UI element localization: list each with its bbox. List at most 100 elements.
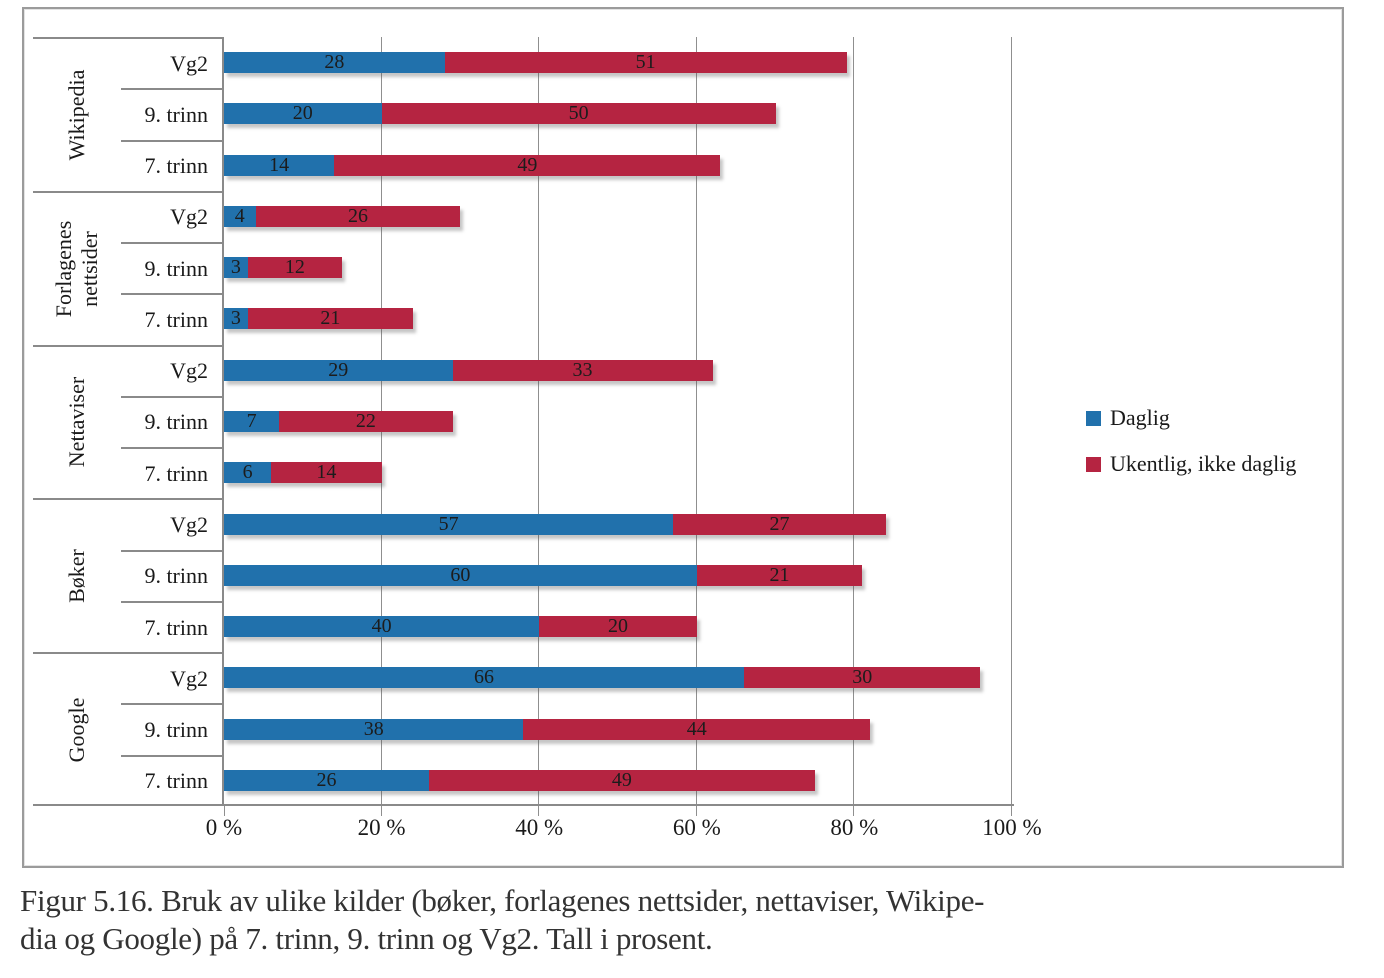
gridline-80% xyxy=(853,37,855,806)
row-label: 7. trinn xyxy=(121,293,222,344)
bar-value-label: 20 xyxy=(607,615,628,638)
group-b-ker: Bøker Vg2 9. trinn 7. trinn xyxy=(33,498,222,652)
bar-value-label: 29 xyxy=(328,358,349,381)
bar-row: 28 51 xyxy=(224,37,1012,88)
stacked-bar: 66 30 xyxy=(224,666,981,689)
bar-segment-daglig: 38 xyxy=(224,718,524,740)
bar-row: 38 44 xyxy=(224,703,1012,754)
bar-segment-ukentlig: 21 xyxy=(247,307,414,330)
caption-line-1: Figur 5.16. Bruk av ulike kilder (bøker,… xyxy=(20,883,985,918)
bar-value-label: 50 xyxy=(568,102,589,125)
bar-value-label: 26 xyxy=(316,768,337,791)
x-axis-tick-labels: 0 % 20 % 40 % 60 % 80 % 100 % xyxy=(206,815,1042,845)
stacked-bar: 6 14 xyxy=(224,461,382,484)
bar-segment-ukentlig: 14 xyxy=(271,461,382,484)
bar-segment-ukentlig: 12 xyxy=(247,256,343,279)
row-label: 9. trinn xyxy=(121,242,222,293)
bar-segment-ukentlig: 33 xyxy=(452,359,713,381)
rows-column: Vg2 9. trinn 7. trinn xyxy=(121,654,222,806)
rows-column: Vg2 9. trinn 7. trinn xyxy=(121,347,222,499)
row-label: Vg2 xyxy=(170,50,208,76)
group-nettaviser: Nettaviser Vg2 9. trinn 7. trinn xyxy=(33,344,222,499)
bar-row: 66 30 xyxy=(224,652,1012,703)
caption-line-2: dia og Google) på 7. trinn, 9. trinn og … xyxy=(20,921,713,956)
stacked-bar: 3 21 xyxy=(224,307,414,330)
group-label: Bøker xyxy=(64,549,89,604)
axis-tick-0 xyxy=(224,806,225,816)
legend-item-daglig: Daglig xyxy=(1086,405,1296,431)
bar-value-label: 22 xyxy=(355,409,376,432)
bar-value-label: 3 xyxy=(230,307,241,330)
bar-value-label: 26 xyxy=(347,204,368,227)
bar-value-label: 14 xyxy=(269,153,290,176)
bar-value-label: 21 xyxy=(320,307,341,330)
bar-row: 7 22 xyxy=(224,396,1012,447)
figure-caption: Figur 5.16. Bruk av ulike kilder (bøker,… xyxy=(20,882,1200,958)
bars-layer: 28 51 20 50 14 49 4 26 3 12 3 21 29 33 7 22 6 14 57 27 60 21 4… xyxy=(224,37,1012,806)
stacked-bar: 60 21 xyxy=(224,564,863,586)
bar-value-label: 27 xyxy=(769,512,790,535)
group-label-cell: Bøker xyxy=(33,500,121,652)
bar-segment-daglig: 14 xyxy=(224,153,335,176)
x-tick-label: 100 % xyxy=(982,815,1042,840)
bar-value-label: 51 xyxy=(635,51,656,74)
group-forlagenes-nettsider: Forlagenes nettsider Vg2 9. trinn 7. trinn xyxy=(33,190,222,345)
bar-row: 29 33 xyxy=(224,345,1012,396)
bar-segment-ukentlig: 27 xyxy=(673,512,886,535)
bar-segment-ukentlig: 51 xyxy=(444,51,847,74)
bar-value-label: 4 xyxy=(234,204,245,227)
bar-value-label: 49 xyxy=(611,768,632,791)
row-label: Vg2 xyxy=(170,665,208,691)
bar-value-label: 6 xyxy=(242,461,253,484)
bar-row: 20 50 xyxy=(224,88,1012,139)
bar-segment-daglig: 57 xyxy=(224,513,674,535)
stacked-bar: 20 50 xyxy=(224,102,776,125)
group-google: Google Vg2 9. trinn 7. trinn xyxy=(33,652,222,806)
legend-item-ukentlig: Ukentlig, ikke daglig xyxy=(1086,451,1296,477)
stacked-bar: 3 12 xyxy=(224,256,343,279)
legend: Daglig Ukentlig, ikke daglig xyxy=(1086,405,1296,497)
group-label: Forlagenes nettsider xyxy=(51,220,102,317)
group-label-cell: Forlagenes nettsider xyxy=(33,193,121,345)
bar-value-label: 7 xyxy=(246,409,257,432)
stacked-bar: 57 27 xyxy=(224,512,886,535)
gridline-60% xyxy=(695,37,697,806)
group-label: Nettaviser xyxy=(64,377,89,468)
bar-segment-ukentlig: 49 xyxy=(334,153,721,176)
bar-value-label: 44 xyxy=(686,717,707,740)
group-wikipedia: Wikipedia Vg2 9. trinn 7. trinn xyxy=(33,37,222,191)
axis-tick-2 xyxy=(538,806,540,816)
bar-row: 14 49 xyxy=(224,140,1012,191)
group-label: Wikipedia xyxy=(64,69,89,161)
x-tick-label: 80 % xyxy=(830,815,879,840)
stacked-bar: 14 49 xyxy=(224,153,721,176)
row-label: 9. trinn xyxy=(121,88,222,139)
x-tick-label: 20 % xyxy=(357,815,406,840)
bar-value-label: 49 xyxy=(517,153,538,176)
bar-segment-ukentlig: 44 xyxy=(523,717,871,740)
row-label: 7. trinn xyxy=(121,600,222,652)
row-label: 9. trinn xyxy=(121,703,222,754)
bar-row: 3 21 xyxy=(224,293,1012,344)
bar-segment-daglig: 3 xyxy=(224,307,248,330)
rows-column: Vg2 9. trinn 7. trinn xyxy=(121,500,222,652)
row-label: Vg2 xyxy=(170,204,208,230)
stacked-bar: 7 22 xyxy=(224,409,453,432)
row-label: 7. trinn xyxy=(121,139,222,191)
legend-swatch-icon xyxy=(1086,456,1101,472)
bar-row: 4 26 xyxy=(224,191,1012,242)
bar-segment-ukentlig: 26 xyxy=(255,204,461,227)
rows-column: Vg2 9. trinn 7. trinn xyxy=(121,193,222,345)
bar-segment-daglig: 29 xyxy=(224,358,453,381)
stacked-bar: 28 51 xyxy=(224,51,847,74)
legend-swatch-icon xyxy=(1086,410,1101,426)
bar-segment-daglig: 60 xyxy=(224,564,697,586)
bar-value-label: 14 xyxy=(316,461,337,484)
bar-value-label: 66 xyxy=(474,666,495,689)
stacked-bar: 40 20 xyxy=(224,615,697,638)
bar-value-label: 12 xyxy=(284,256,305,279)
bar-row: 3 12 xyxy=(224,242,1012,293)
axis-tick-1 xyxy=(380,806,382,816)
label-table: Wikipedia Vg2 9. trinn 7. trinn Forlagenes n… xyxy=(33,37,224,806)
bar-row: 26 49 xyxy=(224,755,1012,806)
